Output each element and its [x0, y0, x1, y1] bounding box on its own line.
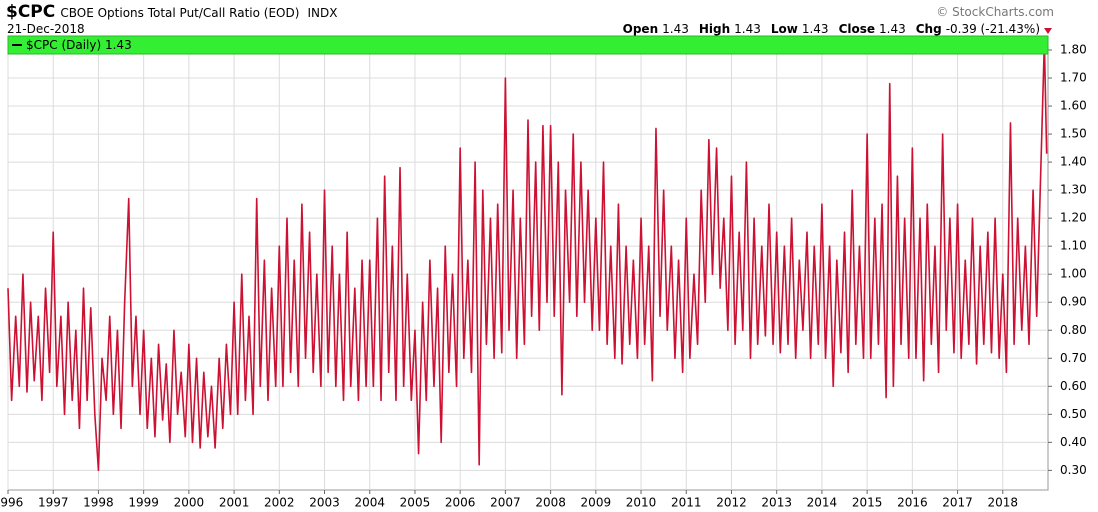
quote-label: Chg [915, 22, 942, 36]
y-tick-label: 1.20 [1060, 211, 1087, 225]
y-tick-label: 0.40 [1060, 435, 1087, 449]
x-tick-label: 2011 [671, 496, 702, 510]
legend-bar [7, 35, 1049, 55]
credit: © StockCharts.com [936, 5, 1054, 19]
y-tick-label: 1.70 [1060, 71, 1087, 85]
y-tick-label: 1.80 [1060, 43, 1087, 57]
x-tick-label: 2005 [400, 496, 431, 510]
quote-value: 1.43 [662, 22, 689, 36]
y-tick-label: 0.60 [1060, 379, 1087, 393]
x-tick-label: 1996 [0, 496, 23, 510]
legend-label: $CPC (Daily) 1.43 [26, 38, 132, 52]
quote-value: 1.43 [801, 22, 829, 36]
y-tick-label: 0.50 [1060, 407, 1087, 421]
x-tick-label: 1998 [83, 496, 114, 510]
x-tick-label: 2014 [807, 496, 838, 510]
quote-label: Low [770, 22, 798, 36]
quote-value: -0.39 (-21.43%) [945, 22, 1040, 36]
price-line [7, 40, 1048, 472]
x-tick-label: 2012 [716, 496, 747, 510]
x-tick-label: 2000 [174, 496, 205, 510]
quote-label: Close [838, 22, 876, 36]
x-tick-label: 2015 [852, 496, 883, 510]
x-tick-label: 2002 [264, 496, 295, 510]
y-tick-label: 1.10 [1060, 239, 1087, 253]
exchange: INDX [307, 6, 338, 20]
down-arrow [1044, 28, 1052, 34]
x-tick-label: 2001 [219, 496, 250, 510]
quote-row: Open 1.43 High 1.43 Low 1.43 Close 1.43 Chg -0.39… [613, 22, 1040, 36]
y-tick-label: 1.40 [1060, 155, 1087, 169]
x-tick-label: 2009 [581, 496, 612, 510]
x-tick-label: 1997 [38, 496, 69, 510]
x-tick-label: 1999 [128, 496, 159, 510]
date: 21-Dec-2018 [7, 22, 85, 36]
x-tick-label: 2008 [535, 496, 566, 510]
subtitle: CBOE Options Total Put/Call Ratio (EOD) [60, 6, 300, 20]
header-title-row: $CPC CBOE Options Total Put/Call Ratio (… [6, 2, 337, 22]
x-tick-label: 2010 [626, 496, 657, 510]
x-tick-label: 2004 [354, 496, 385, 510]
symbol: $CPC [6, 2, 56, 22]
y-tick-label: 0.80 [1060, 323, 1087, 337]
x-tick-label: 2003 [309, 496, 340, 510]
x-tick-label: 2007 [490, 496, 521, 510]
x-tick-label: 2016 [897, 496, 928, 510]
quote-value: 1.43 [879, 22, 906, 36]
y-tick-label: 0.30 [1060, 463, 1087, 477]
y-tick-label: 0.90 [1060, 295, 1087, 309]
x-tick-label: 2017 [942, 496, 973, 510]
x-tick-label: 2006 [445, 496, 476, 510]
quote-label: High [698, 22, 731, 36]
quote-label: Open [622, 22, 659, 36]
y-tick-label: 1.00 [1060, 267, 1087, 281]
x-tick-label: 2013 [761, 496, 792, 510]
quote-value: 1.43 [734, 22, 761, 36]
y-tick-label: 1.60 [1060, 99, 1087, 113]
x-tick-label: 2018 [988, 496, 1019, 510]
y-tick-label: 1.30 [1060, 183, 1087, 197]
y-tick-label: 1.50 [1060, 127, 1087, 141]
y-tick-label: 0.70 [1060, 351, 1087, 365]
